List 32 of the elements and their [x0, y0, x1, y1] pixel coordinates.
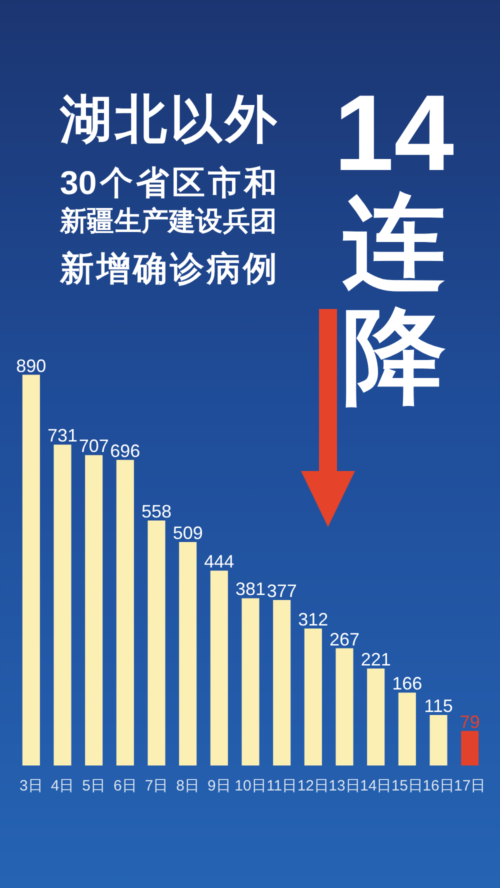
x-tick-label: 11日 — [266, 778, 298, 794]
x-tick-label: 16日 — [422, 778, 454, 794]
data-label: 890 — [16, 356, 46, 376]
x-tick-label: 4日 — [50, 778, 74, 794]
chart-title: 湖北以外30个省区市和新疆生产建设兵团新增确诊病例 — [60, 91, 277, 288]
data-label: 377 — [266, 580, 297, 601]
data-label: 221 — [360, 649, 391, 670]
data-label: 696 — [110, 440, 140, 461]
data-label: 381 — [235, 579, 266, 600]
x-tick-label: 12日 — [297, 778, 330, 794]
data-label: 79 — [460, 712, 480, 732]
x-tick-label: 14日 — [360, 778, 392, 794]
data-label: 267 — [329, 629, 360, 650]
data-label: 115 — [424, 696, 453, 716]
x-tick-label: 15日 — [391, 778, 424, 794]
data-label: 166 — [392, 674, 422, 694]
x-tick-label: 10日 — [234, 778, 266, 794]
x-tick-label: 17日 — [454, 778, 486, 794]
chart-subtitle: 14连降 — [332, 72, 456, 415]
data-label: 509 — [172, 523, 203, 544]
x-tick-label: 8日 — [176, 778, 200, 794]
data-label: 312 — [298, 610, 328, 630]
x-tick-label: 6日 — [113, 778, 137, 794]
x-tick-label: 5日 — [82, 778, 106, 794]
x-tick-label: 13日 — [328, 778, 360, 794]
x-tick-label: 9日 — [207, 778, 231, 794]
x-tick-label: 7日 — [144, 778, 168, 794]
data-label: 731 — [47, 426, 78, 446]
x-tick-label: 3日 — [19, 778, 43, 794]
data-label: 444 — [204, 552, 234, 572]
data-label: 558 — [141, 502, 172, 522]
data-label: 707 — [78, 436, 109, 456]
